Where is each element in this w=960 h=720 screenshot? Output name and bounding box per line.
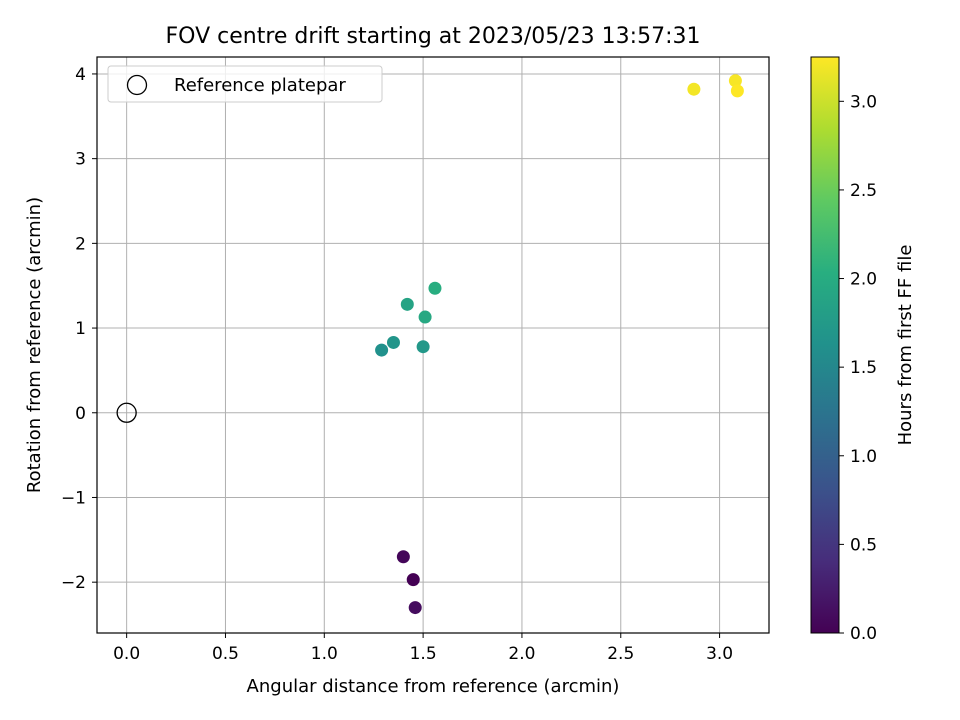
data-point — [730, 84, 744, 98]
y-tick-label: 1 — [75, 319, 86, 339]
data-point — [687, 82, 701, 96]
x-axis-ticks: 0.0 0.5 1.0 1.5 2.0 2.5 3.0 — [113, 633, 733, 664]
x-tick-label: 0.5 — [212, 644, 239, 664]
data-point — [728, 74, 742, 88]
y-axis-ticks: −2 −1 0 1 2 3 4 — [61, 65, 97, 593]
reference-platepar-point — [116, 402, 137, 423]
data-point — [428, 281, 442, 295]
y-tick-label: 4 — [75, 65, 86, 85]
data-point — [406, 573, 420, 587]
x-tick-label: 1.0 — [311, 644, 338, 664]
legend-marker-open-circle — [126, 74, 148, 96]
x-tick-label: 2.0 — [508, 644, 535, 664]
data-point — [416, 340, 430, 354]
colorbar-tick-label: 2.5 — [850, 181, 877, 201]
plot-area — [116, 74, 744, 615]
colorbar-tick-label: 3.0 — [850, 92, 877, 112]
data-point — [418, 310, 432, 324]
colorbar-label: Hours from first FF file — [895, 245, 916, 446]
data-point — [375, 343, 389, 357]
chart-title: FOV centre drift starting at 2023/05/23 … — [166, 24, 701, 49]
axes-frame — [96, 56, 770, 634]
colorbar-tick-label: 1.5 — [850, 358, 877, 378]
y-tick-label: 2 — [75, 234, 86, 254]
data-point — [408, 601, 422, 615]
y-axis-label: Rotation from reference (arcmin) — [24, 197, 45, 493]
y-tick-label: 3 — [75, 150, 86, 170]
grid — [97, 57, 769, 633]
x-tick-label: 1.5 — [410, 644, 437, 664]
colorbar-tick-label: 1.0 — [850, 447, 877, 467]
y-tick-label: 0 — [75, 404, 86, 424]
legend-entry-reference-platepar: Reference platepar — [174, 75, 346, 96]
colorbar: 0.0 0.5 1.0 1.5 2.0 2.5 3.0 Hours from first F… — [810, 56, 916, 644]
colorbar-tick-label: 0.5 — [850, 535, 877, 555]
x-tick-label: 0.0 — [113, 644, 140, 664]
colorbar-gradient — [810, 56, 840, 634]
x-axis-label: Angular distance from reference (arcmin) — [247, 676, 620, 697]
y-tick-label: −2 — [61, 573, 86, 593]
colorbar-ticks: 0.0 0.5 1.0 1.5 2.0 2.5 3.0 — [839, 92, 877, 644]
data-point — [396, 550, 410, 564]
x-tick-label: 2.5 — [607, 644, 634, 664]
legend-box — [107, 65, 383, 103]
legend: Reference platepar — [107, 65, 383, 103]
colorbar-tick-label: 2.0 — [850, 270, 877, 290]
x-tick-label: 3.0 — [706, 644, 733, 664]
y-tick-label: −1 — [61, 488, 86, 508]
data-point — [386, 335, 400, 349]
colorbar-tick-label: 0.0 — [850, 624, 877, 644]
data-point — [400, 297, 414, 311]
